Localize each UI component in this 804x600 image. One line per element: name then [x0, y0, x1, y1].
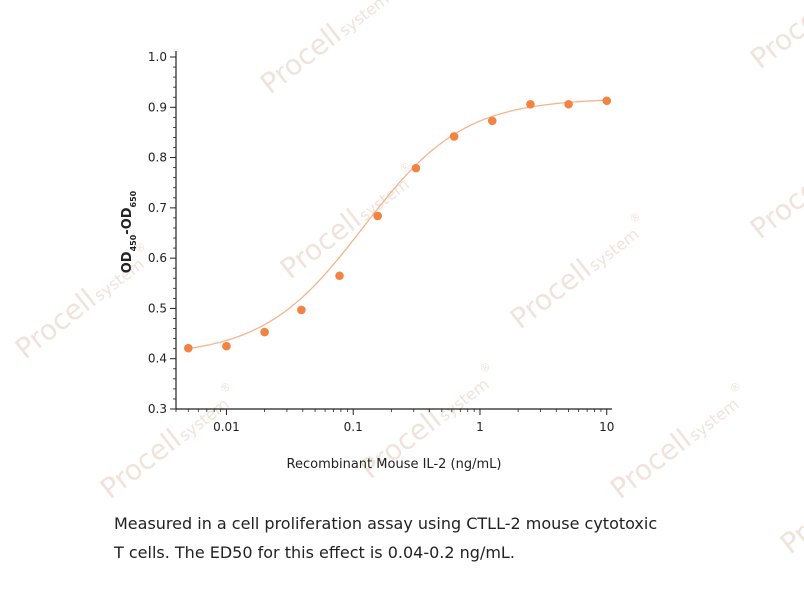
data-point: [602, 96, 612, 106]
y-tick-label: 0.6: [148, 251, 167, 265]
y-tick-label: 0.4: [148, 352, 167, 366]
data-point: [564, 99, 573, 109]
x-tick-label: 10: [599, 420, 614, 434]
data-point: [297, 305, 306, 315]
x-tick-label: 0.01: [213, 420, 240, 434]
y-tick-label: 0.9: [148, 100, 167, 114]
y-tick-label: 0.5: [148, 301, 167, 315]
x-tick-label: 0.1: [344, 420, 363, 434]
data-points: [183, 96, 612, 353]
fit-curve: [188, 99, 607, 350]
data-point: [449, 132, 459, 141]
caption-line-2: T cells. The ED50 for this effect is 0.0…: [114, 543, 515, 562]
axes: 0.3 0.4 0.5 0.6 0.7 0.8 0.9 1.0 0.01 0.1 1 10: [148, 50, 614, 434]
y-tick-label: 1.0: [148, 50, 167, 64]
data-point: [260, 327, 269, 337]
data-point: [526, 99, 535, 109]
data-point: [487, 116, 497, 126]
caption-line-1: Measured in a cell proliferation assay u…: [114, 514, 658, 533]
data-point: [222, 341, 231, 351]
x-axis-label: Recombinant Mouse IL-2 (ng/mL): [287, 457, 502, 472]
data-point: [335, 271, 344, 281]
y-axis-label: OD450-OD650: [120, 190, 138, 273]
y-tick-label: 0.8: [148, 151, 167, 165]
data-point: [411, 163, 421, 173]
data-point: [373, 211, 382, 221]
x-tick-label: 1: [476, 420, 484, 434]
y-tick-label: 0.3: [148, 402, 167, 416]
figure-caption: Measured in a cell proliferation assay u…: [114, 509, 754, 567]
y-tick-label: 0.7: [148, 201, 167, 215]
data-point: [183, 343, 193, 353]
